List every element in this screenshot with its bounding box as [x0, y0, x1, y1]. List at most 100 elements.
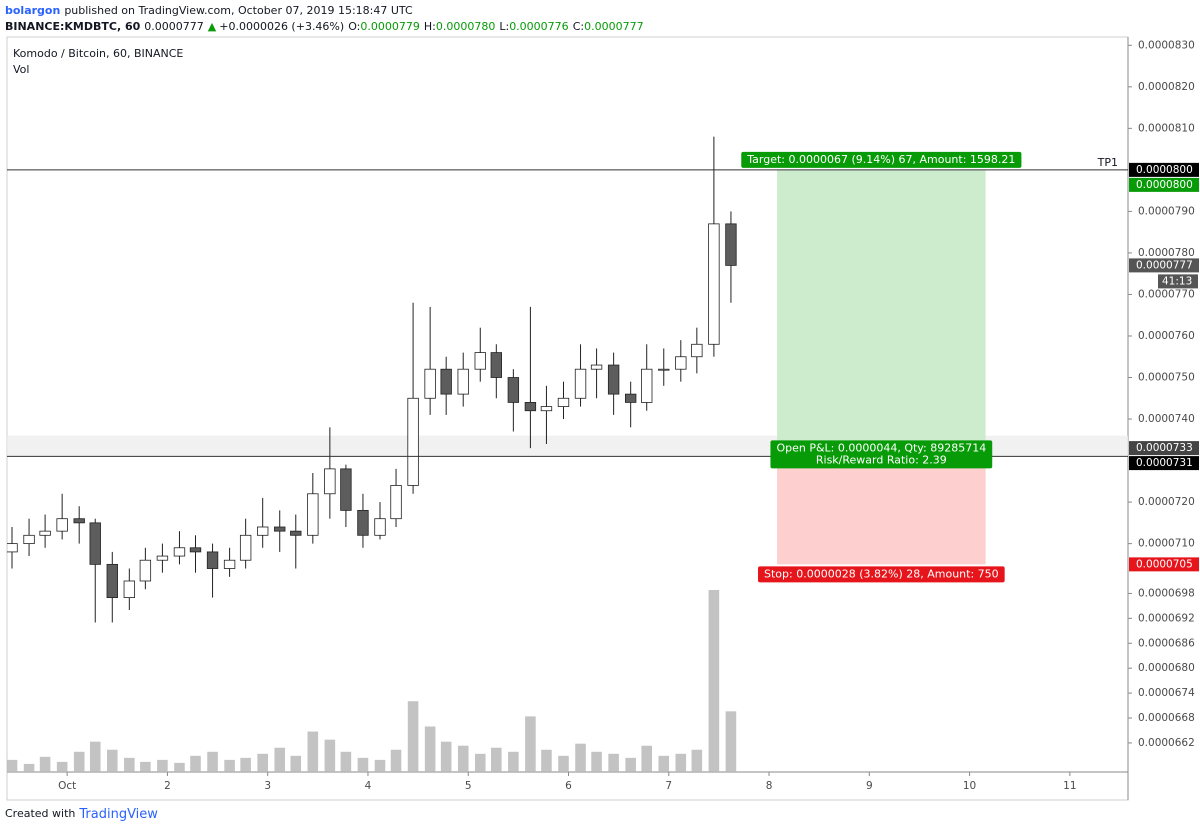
price-label-box [1129, 162, 1199, 177]
y-tick-label: 0.0000780 [1138, 247, 1195, 259]
candle-body [440, 368, 452, 395]
candle-body [390, 485, 402, 520]
volume-bar [591, 751, 602, 772]
y-tick-label: 0.0000686 [1138, 637, 1195, 649]
volume-bar [491, 747, 502, 772]
volume-bar [257, 753, 268, 772]
volume-bar [290, 755, 302, 772]
candle-body [374, 518, 386, 536]
volume-bar [575, 743, 586, 772]
ohlc-label: L: [499, 20, 509, 33]
candle-body [123, 580, 136, 598]
candle-body [557, 397, 570, 407]
volume-label: Vol [13, 63, 29, 76]
candle-body [490, 352, 502, 378]
x-tick-label: 10 [963, 780, 976, 792]
ohlc-label: O: [348, 20, 360, 33]
pnl-label: Open P&L: 0.0000044, Qty: 89285714 [776, 441, 986, 454]
candle-body [524, 402, 537, 412]
volume-bar [525, 716, 536, 772]
volume-bar [508, 751, 519, 772]
volume-bar [106, 749, 118, 772]
candle-body [73, 518, 85, 524]
candle-body [725, 223, 737, 266]
candle-body [474, 352, 486, 370]
x-tick-label: 5 [465, 780, 472, 792]
candle-body [206, 551, 219, 569]
y-tick-label: 0.0000770 [1138, 288, 1195, 300]
candle-body [139, 559, 152, 582]
volume-bar [56, 761, 68, 772]
change-arrow: ▲ [208, 20, 217, 33]
candle-body [457, 368, 469, 395]
x-tick-label: 2 [164, 780, 171, 792]
volume-bar [7, 759, 18, 772]
y-tick-label: 0.0000680 [1138, 662, 1195, 674]
y-tick-label: 0.0000750 [1138, 372, 1195, 384]
candle-body [274, 526, 286, 532]
candle-body [257, 526, 269, 536]
volume-bar [340, 751, 352, 772]
volume-bar [89, 741, 101, 772]
candle-body [691, 343, 703, 358]
candle-body [607, 364, 620, 395]
footer: Created with TradingView [5, 807, 158, 822]
h-line-label: TP1 [1097, 156, 1118, 169]
volume-bar [274, 747, 286, 772]
ohlc-value: 0.0000777 [584, 20, 644, 33]
plot [7, 136, 1128, 772]
y-tick-label: 0.0000810 [1138, 122, 1195, 134]
candle-body [7, 543, 18, 553]
price-label-box [1129, 258, 1199, 273]
candle-body [173, 547, 186, 557]
volume-bar [625, 757, 636, 772]
volume-bar [708, 590, 720, 772]
author: bolargon [5, 4, 60, 17]
price-label-box [1129, 456, 1199, 471]
volume-bar [157, 759, 168, 772]
price-label-box [1129, 441, 1199, 456]
candle-body [307, 493, 319, 536]
volume-bar [23, 763, 35, 772]
candle-body [590, 364, 603, 370]
stop-label-box [758, 566, 1005, 583]
volume-bar [558, 755, 569, 772]
chart-title: Komodo / Bitcoin, 60, BINANCE [13, 47, 183, 60]
price-label: 0.0000705 [1136, 558, 1193, 570]
y-tick-label: 0.0000668 [1138, 712, 1195, 724]
created-with: Created with [5, 807, 75, 820]
ohlc-value: 0.0000779 [360, 20, 420, 33]
candle-body [223, 559, 236, 569]
candle-body [189, 547, 202, 553]
price-label: 0.0000777 [1136, 259, 1193, 271]
candle-body [708, 223, 720, 345]
volume-bar [124, 757, 135, 772]
candle-body [23, 534, 35, 545]
x-tick-label: 11 [1063, 780, 1076, 792]
volume-bar [608, 753, 619, 772]
candle-body [39, 530, 51, 536]
candle-body [658, 368, 670, 371]
volume-bar [440, 741, 452, 772]
ohlc-label: C: [573, 20, 584, 33]
candle-body [424, 368, 436, 399]
profit-zone [777, 169, 986, 457]
x-tick-label: 3 [264, 780, 271, 792]
loss-zone [777, 456, 986, 565]
volume-bar [73, 751, 85, 772]
published: published on TradingView.com, October 07… [64, 4, 413, 17]
price-label: 0.0000800 [1136, 164, 1193, 176]
price-label: 0.0000731 [1136, 457, 1193, 469]
countdown: 41:13 [1162, 275, 1192, 287]
candle-body [507, 377, 520, 403]
y-tick-label: 0.0000692 [1138, 612, 1195, 624]
x-tick-label: 8 [766, 780, 773, 792]
candle-body [641, 368, 653, 403]
last-price: 0.0000777 [144, 20, 204, 33]
volume-bar [641, 745, 652, 772]
candle-body [290, 530, 302, 536]
x-tick-label: 6 [565, 780, 572, 792]
pnl-label-box [770, 440, 993, 469]
volume-bar [307, 731, 319, 772]
